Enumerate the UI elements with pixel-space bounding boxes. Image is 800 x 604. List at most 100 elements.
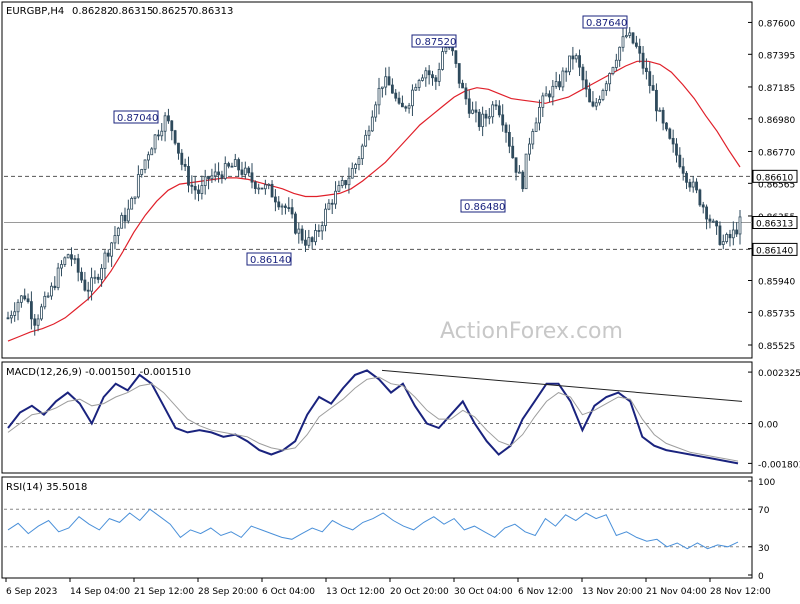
candle-body [93,276,97,279]
candle-body [467,98,471,114]
candle-body [678,154,682,168]
price-panel-frame [1,1,753,359]
candle-body [56,267,60,289]
time-tick-label: 6 Oct 04:00 [262,587,315,597]
candle-body [367,130,371,136]
candle-body [19,295,23,303]
time-tick-label: 13 Oct 12:00 [326,587,385,597]
candle-body [297,228,301,234]
candle-body [685,172,688,183]
candle-body [257,187,261,190]
candle-body [123,214,127,222]
macd-panel-frame [1,361,753,474]
candle-body [106,252,110,257]
macd-tick-label: 0.002325 [758,369,800,379]
candle-body [260,187,264,190]
candle-body [103,252,107,269]
candle-body [698,189,702,206]
open-value: 0.86282 [72,6,113,17]
price-annotation-box [582,15,628,29]
candle-body [277,201,281,208]
candle-body [517,171,521,174]
candle-body [163,115,167,132]
watermark: ActionForex.com [440,319,623,344]
candle-body [404,106,408,109]
candle-body [655,89,658,112]
price-annotation-label: 0.87040 [117,113,158,124]
close-value: 0.86313 [192,6,233,17]
price-annotation-box [411,34,457,48]
candle-body [380,86,384,89]
candle-body [66,254,70,259]
candle-body [334,190,337,205]
candle-body [611,67,615,74]
candle-body [548,93,551,98]
candle-body [464,87,468,100]
candle-body [671,137,675,145]
candle-body [494,104,498,107]
candle-body [240,169,244,175]
candle-body [360,145,364,160]
candle-body [290,207,294,215]
candle-body [531,131,535,145]
candle-body [721,241,725,245]
candle-body [354,164,358,169]
candle-body [688,181,692,188]
candle-body [681,166,685,174]
candle-body [50,285,53,297]
candle-body [521,171,525,190]
candle-body [317,230,321,232]
candle-body [541,95,545,108]
candle-body [187,166,190,186]
rsi-tick-label: 30 [758,544,770,554]
candle-body [668,128,672,139]
candle-body [267,183,271,186]
candle-body [728,234,732,239]
candle-body [708,218,712,222]
candle-body [330,202,334,205]
candle-body [571,55,575,60]
candle-body [661,109,665,124]
candle-body [347,177,351,186]
candle-body [203,176,207,186]
price-axis: 0.87600 0.87395 0.87185 0.86980 0.86770 0.865… [748,19,798,352]
candle-body [227,163,231,167]
candle-body [263,184,267,190]
current-price-label: 0.86313 [756,220,793,230]
candle-body [397,97,401,104]
candle-body [631,32,635,44]
candle-body [220,174,224,179]
candle-body [574,55,578,60]
macd-tick-label: -0.001801 [758,460,800,470]
candle-body [551,85,555,98]
candle-body [100,267,103,280]
candle-body [374,104,378,118]
current-price-box [752,216,798,230]
candle-body [160,130,164,137]
candle-body [26,298,30,303]
candle-body [314,230,317,243]
candle-body [514,157,518,173]
price-annotation-label: 0.87640 [586,18,627,29]
candle-body [564,70,568,73]
candle-body [598,99,602,104]
candle-body [481,113,485,128]
price-annotation-label: 0.86140 [250,255,291,266]
price-tick-label: 0.85525 [758,342,795,352]
candle-body [110,242,114,257]
candle-body [528,143,531,155]
candle-body [136,174,140,198]
candle-body [173,130,177,144]
candle-body [477,111,481,128]
candle-body [96,276,100,280]
time-tick-label: 28 Nov 12:00 [710,587,771,597]
candle-body [300,228,304,241]
candle-body [287,207,291,209]
candle-body [561,70,565,88]
candle-body [170,120,174,132]
candle-body [715,220,719,227]
candle-body [183,164,187,167]
candle-body [340,180,344,186]
candle-body [731,229,735,239]
